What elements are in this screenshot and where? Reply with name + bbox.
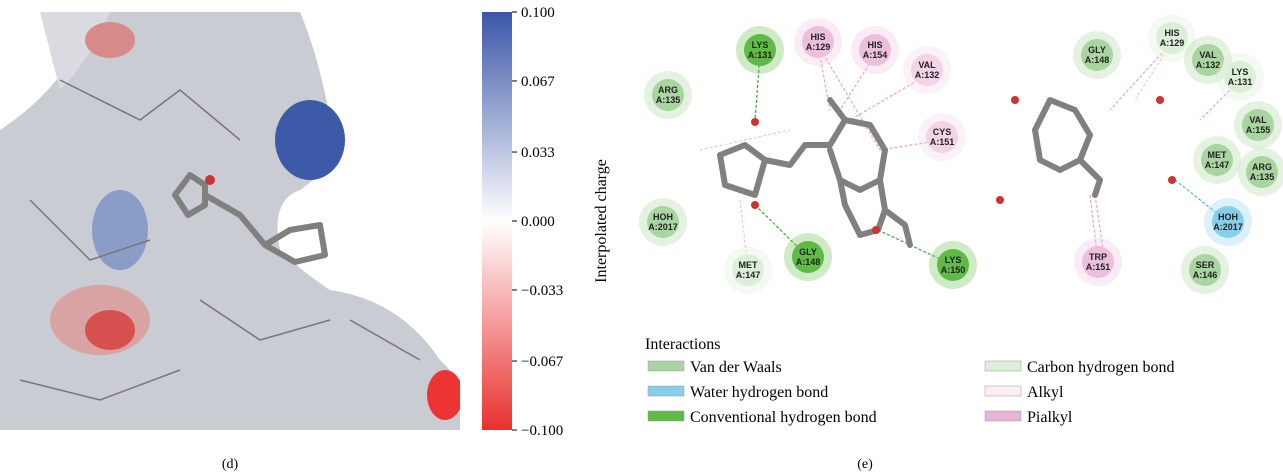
legend-swatch xyxy=(985,386,1021,396)
residue-chain: A:135 xyxy=(656,95,681,105)
residue-name: VAL xyxy=(1249,115,1267,125)
legend-label: Carbon hydrogen bond xyxy=(1027,359,1175,376)
residue-name: MET xyxy=(739,260,759,270)
residue-chain: A:2017 xyxy=(648,222,678,232)
panel-caption: (e) xyxy=(857,457,873,472)
legend-swatch xyxy=(648,386,684,396)
residue-chain: A:148 xyxy=(1085,55,1110,65)
colorbar-tick-label: −0.067 xyxy=(521,354,564,370)
residue-chain: A:132 xyxy=(1196,60,1221,70)
residue-chain: A:2017 xyxy=(1213,222,1243,232)
residue-name: HOH xyxy=(1218,212,1238,222)
residue-name: LYS xyxy=(752,40,769,50)
residue-name: ARG xyxy=(658,85,678,95)
residue-chain: A:129 xyxy=(1160,38,1185,48)
residue-name: VAL xyxy=(918,60,936,70)
residue-chain: A:155 xyxy=(1246,125,1271,135)
residue-chain: A:150 xyxy=(941,265,966,275)
residue-chain: A:151 xyxy=(1086,262,1111,272)
oxygen-atoms xyxy=(751,96,1176,234)
legend-swatch xyxy=(985,361,1021,371)
legend-title: Interactions xyxy=(645,336,721,353)
residue-chain: A:129 xyxy=(806,42,831,52)
colorbar-tick-label: −0.100 xyxy=(521,423,563,439)
residue-chain: A:135 xyxy=(1250,172,1275,182)
colorbar xyxy=(482,12,512,430)
residue-name: MET xyxy=(1208,150,1228,160)
residue-name: HOH xyxy=(653,212,673,222)
colorbar-tick-label: 0.000 xyxy=(521,214,555,230)
residue-name: HIS xyxy=(867,40,882,50)
colorbar-tick-label: 0.033 xyxy=(521,145,555,161)
residue-name: VAL xyxy=(1199,50,1217,60)
colorbar-label: Interpolated charge xyxy=(593,159,610,283)
ligand xyxy=(720,100,1100,245)
residue-chain: A:131 xyxy=(1228,77,1253,87)
residue-name: CYS xyxy=(933,127,952,137)
residue-chain: A:146 xyxy=(1193,270,1218,280)
residue-name: LYS xyxy=(945,255,962,265)
legend-label: Alkyl xyxy=(1027,384,1064,401)
legend-swatch xyxy=(648,361,684,371)
residue-chain: A:147 xyxy=(736,270,761,280)
residue-chain: A:151 xyxy=(930,137,955,147)
legend-label: Conventional hydrogen bond xyxy=(690,409,877,426)
legend-label: Pialkyl xyxy=(1027,409,1073,426)
surface-image xyxy=(0,12,463,430)
legend-swatch xyxy=(985,411,1021,421)
residue-chain: A:131 xyxy=(748,50,773,60)
residue-chain: A:148 xyxy=(796,257,821,267)
legend-label: Water hydrogen bond xyxy=(690,384,828,401)
colorbar-tick-label: 0.067 xyxy=(521,74,555,90)
panel-caption: (d) xyxy=(222,457,239,472)
residue-name: LYS xyxy=(1232,67,1249,77)
residue-name: GLY xyxy=(1088,45,1106,55)
residue-chain: A:147 xyxy=(1205,160,1230,170)
colorbar-tick-label: −0.033 xyxy=(521,283,563,299)
residue-name: ARG xyxy=(1252,162,1272,172)
residue-chain: A:132 xyxy=(915,70,940,80)
legend-label: Van der Waals xyxy=(690,359,782,376)
residue-name: GLY xyxy=(799,247,817,257)
residue-chain: A:154 xyxy=(863,50,888,60)
legend-swatch xyxy=(648,411,684,421)
figure: Interpolated charge (d) (e) 0.100 0.067 0.… xyxy=(0,0,1283,474)
residue-name: SER xyxy=(1196,260,1215,270)
colorbar-tick-label: 0.100 xyxy=(521,5,555,21)
residue-name: TRP xyxy=(1089,252,1107,262)
residue-name: HIS xyxy=(1164,28,1179,38)
residue-name: HIS xyxy=(810,32,825,42)
interaction-lines xyxy=(700,42,1240,270)
